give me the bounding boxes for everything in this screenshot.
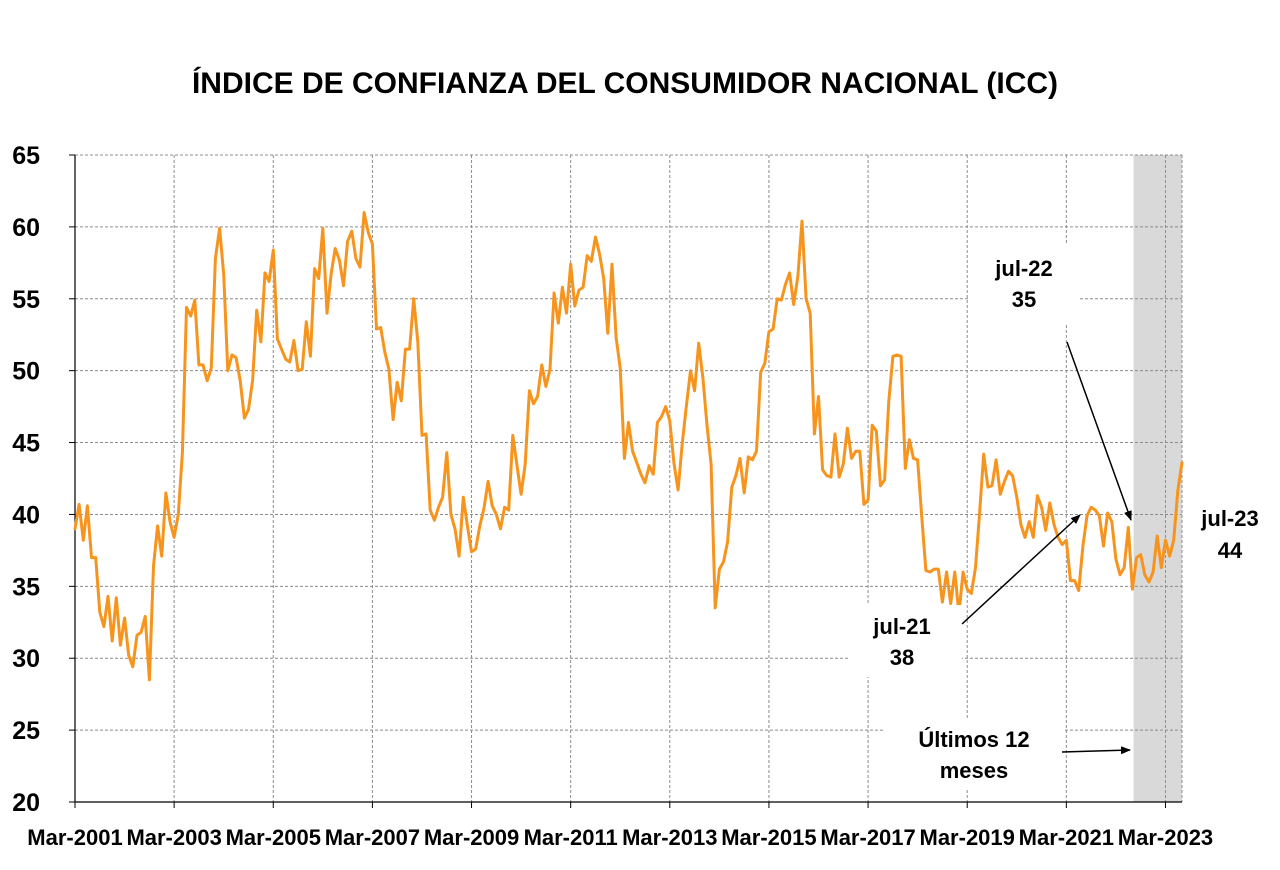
x-tick-label: Mar-2005 [226,825,321,850]
x-tick-label: Mar-2001 [27,825,122,850]
annotation-jul-22-arrow [1066,341,1132,521]
series-layer [73,211,1184,682]
annotation-jul-22-label: jul-22 [994,256,1052,281]
last-12-months-shading [1133,155,1182,802]
x-tick-labels: Mar-2001 Mar-2003 Mar-2005 Mar-2007 Mar-2009… [27,825,1213,850]
x-tick-label: Mar-2015 [721,825,816,850]
x-tick-label: Mar-2007 [325,825,420,850]
icc-series-line [73,211,1184,682]
y-tick-label: 25 [12,717,40,745]
y-tick-label: 65 [12,142,40,170]
x-tick-label: Mar-2019 [920,825,1015,850]
y-tick-label: 20 [12,789,40,817]
y-tick-label: 50 [12,358,40,386]
annotation-jul-23-label: jul-23 [1200,506,1258,531]
annotation-jul-21-arrow [961,514,1081,625]
y-tick-label: 55 [12,286,40,314]
annotation-jul-22: jul-22 35 [968,245,1132,521]
annotation-last-12-months: Últimos 12 meses [885,718,1131,788]
x-tick-label: Mar-2023 [1118,825,1213,850]
annotation-last-12-months-line2: meses [940,758,1009,783]
annotation-jul-23-value: 44 [1218,538,1243,563]
chart-title: ÍNDICE DE CONFIANZA DEL CONSUMIDOR NACIO… [192,66,1058,100]
y-tick-labels: 20 25 30 35 40 45 50 55 60 65 [12,142,40,817]
x-tick-label: Mar-2003 [126,825,221,850]
annotation-jul-23: jul-23 44 [1200,506,1258,563]
x-tick-label: Mar-2011 [524,825,618,850]
axes [74,155,1182,803]
x-tick-label: Mar-2017 [820,825,915,850]
annotation-last-12-months-arrow [1061,746,1131,755]
annotation-last-12-months-line1: Últimos 12 [918,727,1029,752]
annotation-jul-21: jul-21 38 [850,514,1081,677]
annotation-jul-22-box [968,245,1078,323]
x-tick-label: Mar-2013 [622,825,717,850]
annotation-jul-21-box [850,605,962,677]
annotation-jul-22-value: 35 [1012,287,1036,312]
x-tick-label: Mar-2021 [1019,825,1114,850]
y-tick-label: 40 [12,501,40,529]
y-tick-label: 60 [12,214,40,242]
annotation-last-12-months-box [885,718,1065,788]
annotation-jul-21-label: jul-21 [872,614,930,639]
y-tick-label: 30 [12,645,40,673]
x-tick-label: Mar-2009 [424,825,519,850]
annotation-jul-21-value: 38 [890,645,914,670]
y-tick-label: 45 [12,430,40,458]
y-tick-label: 35 [12,573,40,601]
